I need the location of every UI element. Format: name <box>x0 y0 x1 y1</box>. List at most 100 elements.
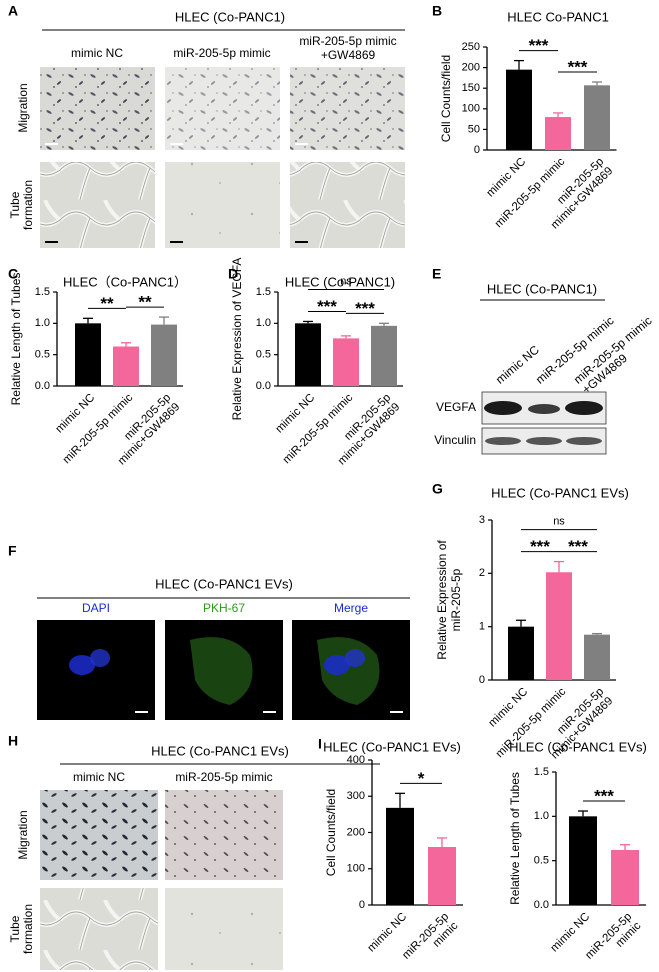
panel-letter: E <box>432 266 441 282</box>
column-label: DAPI <box>82 601 110 615</box>
y-tick-label: 0.0 <box>256 380 271 392</box>
y-tick-label: 2 <box>479 567 485 579</box>
panel-letter: I <box>318 736 322 752</box>
y-tick-label: 150 <box>462 82 480 94</box>
bar <box>113 346 139 386</box>
y-axis-label: Relative Expression of <box>435 540 449 660</box>
bar <box>333 338 359 386</box>
panel-e-blots <box>481 391 607 455</box>
chart-title: HLEC Co-PANC1 <box>507 9 609 24</box>
y-tick-label: 3 <box>479 514 485 526</box>
chart-title: HLEC (Co-PANC1 EVs) <box>323 739 461 754</box>
y-label-group: Cell Counts/field <box>439 55 453 142</box>
y-tick-label: 200 <box>347 826 365 838</box>
y-axis-label: Relative Length of Tubes <box>9 273 23 406</box>
significance-label: ns <box>553 516 565 528</box>
y-tick-label: 0 <box>359 899 365 911</box>
column-label: miR-205-5p mimic <box>173 46 270 60</box>
panel-letter: B <box>432 3 442 19</box>
significance-label: *** <box>530 537 550 556</box>
significance-label: * <box>418 769 425 788</box>
bar <box>546 572 572 680</box>
significance-label: *** <box>568 58 588 77</box>
bar <box>584 634 610 680</box>
row-label: formation <box>21 904 35 954</box>
x-tick-label-group: mimic NC <box>366 911 410 955</box>
y-tick-label: 1.0 <box>534 810 549 822</box>
y-tick-label: 0.5 <box>256 349 271 361</box>
panel-letter: D <box>228 266 238 282</box>
y-tick-label: 0.5 <box>35 349 50 361</box>
chart-title: HLEC (Co-PANC1) <box>285 274 395 289</box>
row-label-group: Migration <box>16 83 30 132</box>
row-label-group: Migration <box>16 810 30 859</box>
y-tick-label: 100 <box>347 863 365 875</box>
y-axis-label: Cell Counts/field <box>324 789 338 876</box>
panel-h-images <box>40 790 283 970</box>
significance-label: *** <box>568 537 588 556</box>
column-label-group: miR-205-5p mimic+GW4869 <box>571 313 655 396</box>
significance-label: *** <box>317 297 337 316</box>
bar <box>545 117 571 150</box>
y-label-group: Relative Length of Tubes <box>508 772 522 905</box>
y-axis-label: miR-205-5p <box>449 568 463 631</box>
chart-title: HLEC (Co-PANC1 EVs) <box>491 485 629 500</box>
y-tick-label: 300 <box>347 790 365 802</box>
row-label: Migration <box>16 810 30 859</box>
bar <box>151 324 177 386</box>
panel-header: HLEC (Co-PANC1) <box>175 9 285 24</box>
x-tick-label-group: mimic NC <box>549 911 593 955</box>
row-label: Tube <box>8 191 22 218</box>
significance-label: *** <box>529 36 549 55</box>
x-tick-label: mimic NC <box>366 911 410 955</box>
panel-header: HLEC (Co-PANC1 EVs) <box>155 576 293 591</box>
y-tick-label: 100 <box>462 103 480 115</box>
significance-label: *** <box>594 786 614 805</box>
y-tick-label: 0.0 <box>35 380 50 392</box>
y-axis-label: Relative Length of Tubes <box>508 772 522 905</box>
y-tick-label: 1.0 <box>35 317 50 329</box>
row-label: Vinculin <box>434 433 476 447</box>
row-label: formation <box>21 180 35 230</box>
bar <box>611 850 639 905</box>
column-label: mimic NC <box>71 46 123 60</box>
y-label-group: Relative Expression of VEGFA <box>230 258 244 421</box>
column-label: mimic NC <box>493 342 542 386</box>
chart-title: HLEC (Co-PANC1 EVs) <box>509 739 647 754</box>
bar <box>584 85 610 150</box>
column-label-group: mimic NC <box>493 342 542 386</box>
bar <box>75 323 101 386</box>
y-tick-label: 0 <box>474 144 480 156</box>
y-axis-label: Relative Expression of VEGFA <box>230 258 244 421</box>
panel-letter: C <box>8 266 18 282</box>
column-label: miR-205-5p mimic <box>175 770 272 784</box>
panel-letter: G <box>432 481 443 497</box>
column-label: PKH-67 <box>203 601 245 615</box>
y-label-group: Relative Expression of miR-205-5p <box>435 540 463 660</box>
panel-letter: A <box>8 3 18 19</box>
y-tick-label: 1.5 <box>534 766 549 778</box>
y-tick-label: 400 <box>347 754 365 766</box>
y-axis-label: Cell Counts/field <box>439 55 453 142</box>
column-label: +GW4869 <box>321 48 376 62</box>
bar <box>371 325 397 386</box>
y-label-group: Cell Counts/field <box>324 789 338 876</box>
column-label: Merge <box>334 601 368 615</box>
panel-header: HLEC (Co-PANC1 EVs) <box>151 743 289 758</box>
bar <box>506 69 532 150</box>
row-label: Tube <box>8 915 22 942</box>
column-label: mimic NC <box>73 770 125 784</box>
y-tick-label: 50 <box>468 123 480 135</box>
y-tick-label: 1.5 <box>35 286 50 298</box>
y-tick-label: 250 <box>462 41 480 53</box>
significance-label: *** <box>355 299 375 318</box>
bar <box>569 816 597 905</box>
y-tick-label: 0.0 <box>534 899 549 911</box>
y-label-group: Relative Length of Tubes <box>9 273 23 406</box>
significance-label: ** <box>138 293 152 312</box>
x-tick-label: mimic NC <box>549 911 593 955</box>
bar <box>386 807 414 905</box>
